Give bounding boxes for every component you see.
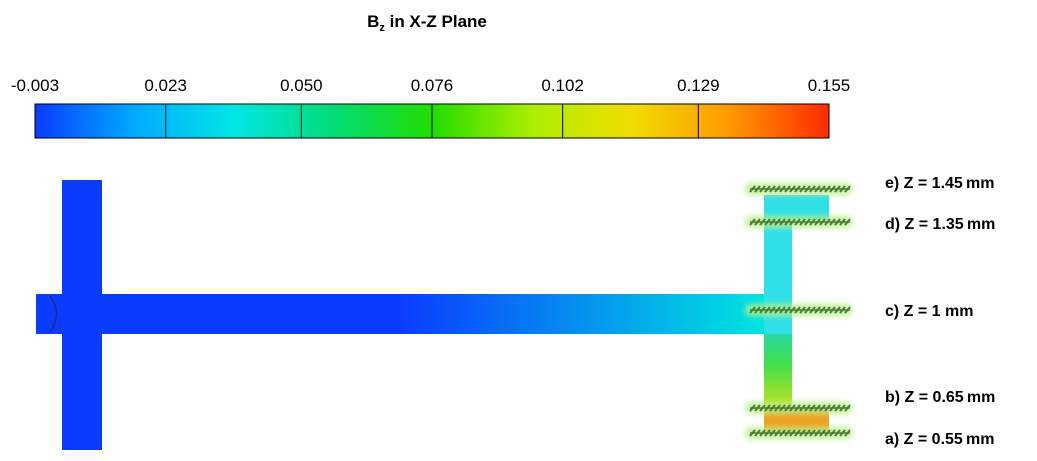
- colorbar-tick-label: -0.003: [11, 76, 59, 95]
- left-stub: [36, 294, 62, 334]
- plane-label-d: d) Z = 1.35 mm: [885, 216, 995, 233]
- title-symbol: B: [367, 12, 379, 31]
- colorbar-tick-labels: -0.003 0.023 0.050 0.076 0.102 0.129 0.155: [11, 76, 850, 95]
- colorbar-tick-label: 0.155: [808, 76, 851, 95]
- colorbar-tick-label: 0.050: [280, 76, 323, 95]
- left-vertical-block: [62, 180, 102, 450]
- colorbar-ticks: [165, 104, 699, 138]
- plane-label-e: e) Z = 1.45 mm: [885, 175, 994, 192]
- title-rest: in X-Z Plane: [385, 12, 487, 31]
- colorbar-tick-label: 0.102: [541, 76, 584, 95]
- plane-marker-c: [745, 304, 852, 316]
- right-top-pad: [764, 195, 829, 220]
- title-subscript: z: [379, 22, 385, 34]
- plane-marker-b: [745, 402, 852, 414]
- colorbar-tick-label: 0.129: [677, 76, 720, 95]
- plane-marker-e: [745, 183, 852, 195]
- plane-markers: [745, 183, 852, 439]
- colorbar: -0.003 0.023 0.050 0.076 0.102 0.129 0.155: [11, 76, 850, 139]
- plane-label-c: c) Z = 1 mm: [885, 303, 973, 320]
- plane-labels: e) Z = 1.45 mm d) Z = 1.35 mm c) Z = 1 m…: [885, 175, 995, 448]
- diagram-title: Bz in X-Z Plane: [367, 12, 487, 34]
- plane-label-a: a) Z = 0.55 mm: [885, 431, 994, 448]
- colorbar-tick-label: 0.076: [411, 76, 454, 95]
- colorbar-tick-label: 0.023: [144, 76, 187, 95]
- plane-label-b: b) Z = 0.65 mm: [885, 389, 995, 406]
- plane-marker-a: [745, 427, 852, 439]
- geometry: [36, 180, 829, 450]
- plane-marker-d: [745, 216, 852, 228]
- horizontal-trunk: [100, 294, 764, 334]
- left-stub-arc: [49, 295, 58, 333]
